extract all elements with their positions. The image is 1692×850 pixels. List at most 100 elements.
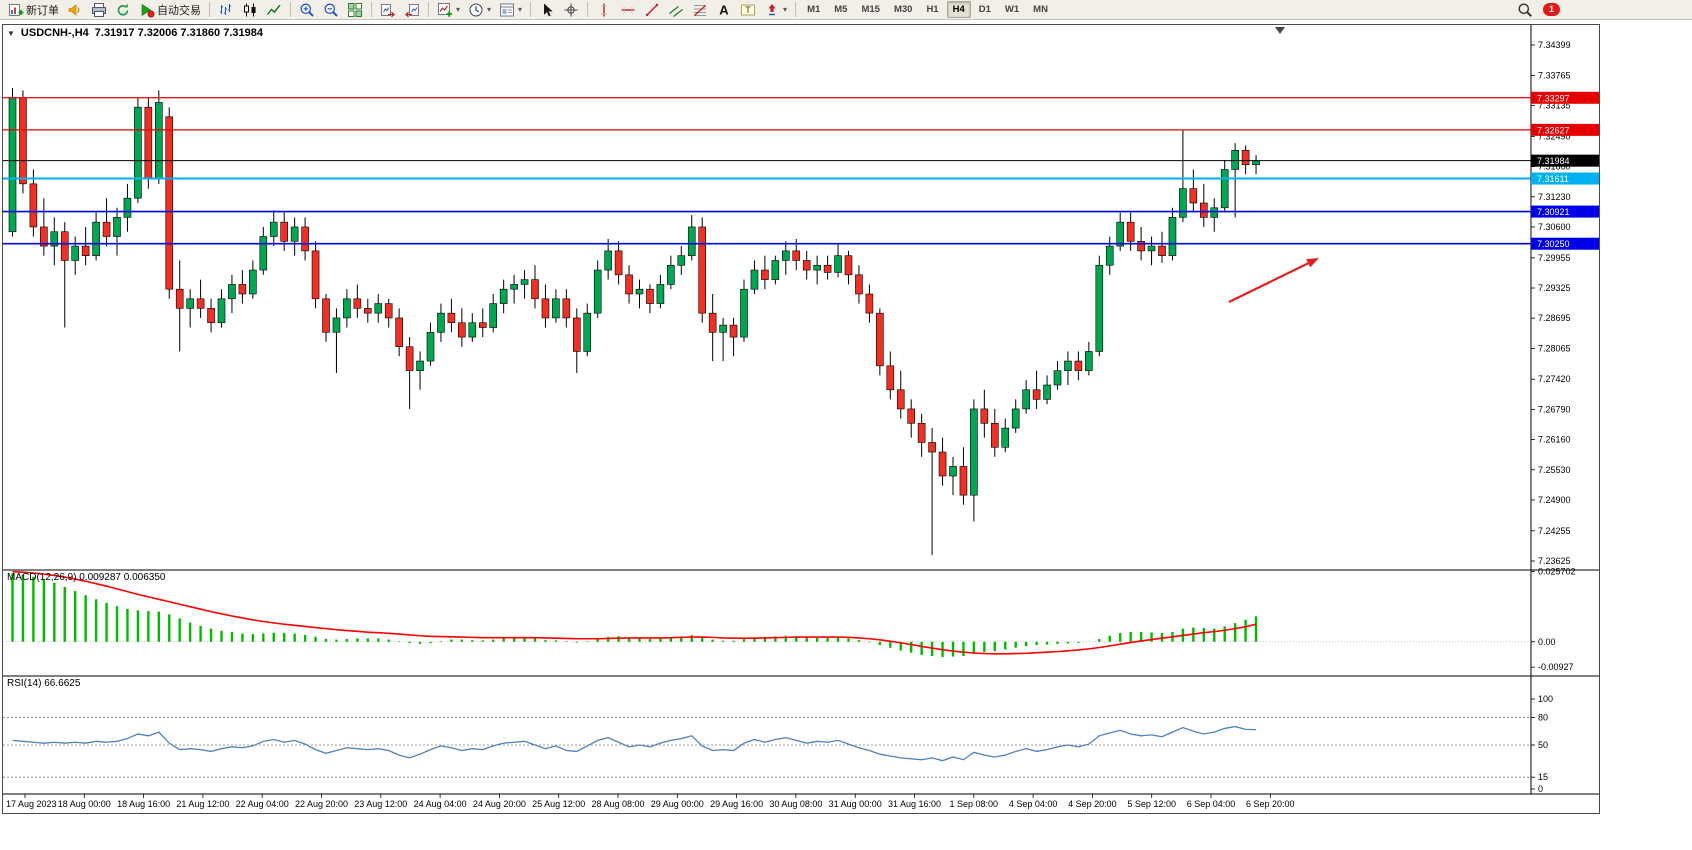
trendline-button[interactable] [640, 1, 664, 19]
candle-body [771, 260, 780, 280]
timeframe-h4-button[interactable]: H4 [946, 1, 971, 18]
arrow-head-icon[interactable] [1306, 258, 1319, 268]
candle-body [269, 221, 278, 237]
text-button[interactable]: A [712, 1, 736, 19]
candle-body [1022, 389, 1030, 410]
templates-button[interactable]: ▾ [495, 1, 526, 19]
dropdown-arrow-icon[interactable]: ▾ [783, 5, 788, 14]
timeframe-m5-button[interactable]: M5 [834, 4, 848, 15]
candle-body [238, 284, 247, 295]
candle-body [886, 365, 895, 391]
price-axis[interactable]: 7.343997.337657.331357.324907.318607.312… [1531, 40, 1576, 794]
candle-body [740, 288, 748, 338]
price-tick-label: 7.32490 [1538, 131, 1571, 141]
time-tick-label: 1 Sep 08:00 [950, 799, 999, 809]
candle-body [332, 317, 341, 333]
price-tag-label: 7.31611 [1537, 174, 1569, 184]
time-axis[interactable]: 17 Aug 2023 18 Aug 00:00 18 Aug 16:00 21 Au… [6, 794, 1295, 809]
candle-body [489, 303, 498, 328]
zoom-in-button[interactable] [295, 1, 319, 19]
candle-body [876, 312, 884, 367]
horizontal-line-button[interactable] [616, 1, 640, 19]
textA-icon: A [719, 2, 729, 17]
candle-body [656, 284, 665, 304]
candles-layer [8, 88, 1260, 556]
time-tick-label: 22 Aug 20:00 [295, 799, 348, 809]
candle-body [917, 423, 926, 443]
price-tick-label: 7.34399 [1538, 40, 1571, 50]
candlestick-chart-button[interactable] [238, 1, 262, 19]
auto-trading-button[interactable]: 自动交易 [135, 1, 205, 19]
timeframe-d1-button[interactable]: D1 [978, 4, 991, 15]
price-tick-label: 7.30600 [1538, 222, 1571, 232]
chart-shift-button[interactable] [400, 1, 424, 19]
candle-body [405, 346, 414, 371]
arrows-button[interactable]: ▾ [760, 1, 791, 19]
candle-body [802, 260, 811, 271]
candle-body [865, 293, 874, 314]
timeframe-h1-button[interactable]: H1 [926, 4, 939, 15]
candle-body [1074, 360, 1083, 371]
bar-chart-button[interactable] [214, 1, 238, 19]
chart-shift-marker[interactable] [1275, 27, 1285, 34]
timeframe-mn-button[interactable]: MN [1033, 4, 1048, 15]
print-button[interactable] [87, 1, 111, 19]
refresh-button[interactable] [111, 1, 135, 19]
tile-windows-button[interactable] [343, 1, 367, 19]
auto-scroll-button[interactable] [376, 1, 400, 19]
time-tick-label: 28 Aug 08:00 [591, 799, 644, 809]
indicators-button[interactable]: ▾ [433, 1, 464, 19]
timeframe-w1-button[interactable]: W1 [1004, 4, 1020, 15]
price-tag-label: 7.33297 [1537, 93, 1570, 103]
zoom-out-button[interactable] [319, 1, 343, 19]
periods-button[interactable]: ▾ [464, 1, 495, 19]
text-label-button[interactable]: T [736, 1, 760, 19]
chartshift-icon [404, 3, 419, 17]
candle-body [134, 106, 142, 199]
crosshair-button[interactable] [559, 1, 583, 19]
line-chart-button[interactable] [262, 1, 286, 19]
notification-badge[interactable]: 1 [1542, 3, 1560, 16]
timeframe-m15-button[interactable]: M15 [861, 4, 880, 15]
rsi-layer [3, 717, 1531, 778]
symbol-period-label: USDCNH-,H4 [20, 27, 89, 39]
channel-icon [669, 5, 683, 17]
candle-body [593, 269, 602, 314]
dropdown-arrow-icon[interactable]: ▾ [487, 5, 492, 14]
dropdown-arrow-icon[interactable]: ▾ [456, 5, 461, 14]
candle-body [980, 408, 989, 424]
candle-body [384, 303, 393, 319]
candle-body [29, 183, 38, 228]
time-tick-label: 17 Aug 2023 [6, 799, 57, 809]
candle-body [855, 274, 863, 295]
alerts-button[interactable] [63, 1, 87, 19]
rsi-tick-label: 50 [1538, 740, 1548, 750]
timeframe-m30-button[interactable]: M30 [893, 4, 913, 15]
arrow-annotation[interactable] [1228, 262, 1309, 303]
tile-icon [348, 2, 362, 17]
fibonacci-button[interactable] [688, 1, 712, 19]
price-tick-label: 7.26790 [1538, 404, 1571, 414]
search-icon[interactable] [1517, 2, 1533, 18]
dropdown-arrow-icon[interactable]: ▾ [518, 5, 523, 14]
time-tick-label: 24 Aug 20:00 [473, 799, 526, 809]
rsi-label: RSI(14) 66.6625 [7, 678, 81, 689]
price-tick-label: 7.29325 [1538, 283, 1571, 293]
cursor-button[interactable] [535, 1, 559, 19]
vertical-line-button[interactable] [592, 1, 616, 19]
time-tick-label: 31 Aug 16:00 [888, 799, 941, 809]
price-tick-label: 7.24255 [1538, 526, 1571, 536]
candle-body [813, 264, 821, 271]
timeframe-m1-button[interactable]: M1 [807, 4, 821, 15]
toolbar-right: 1 [1517, 2, 1560, 18]
candle-body [1179, 188, 1187, 218]
crosshair-icon [564, 3, 578, 16]
price-tick-label: 7.25530 [1538, 465, 1571, 475]
chart-menu-icon[interactable]: ▼ [7, 28, 15, 38]
new-order-button[interactable]: 新订单 [4, 1, 63, 19]
candle-body [1064, 360, 1072, 371]
new-order-label: 新订单 [26, 4, 59, 17]
price-tag-label: 7.31984 [1537, 156, 1570, 166]
equidistant-channel-button[interactable] [664, 1, 688, 19]
toolbar-groups: 新订单 自动交易 ▾ ▾ ▾ A T ▾ [4, 1, 791, 19]
